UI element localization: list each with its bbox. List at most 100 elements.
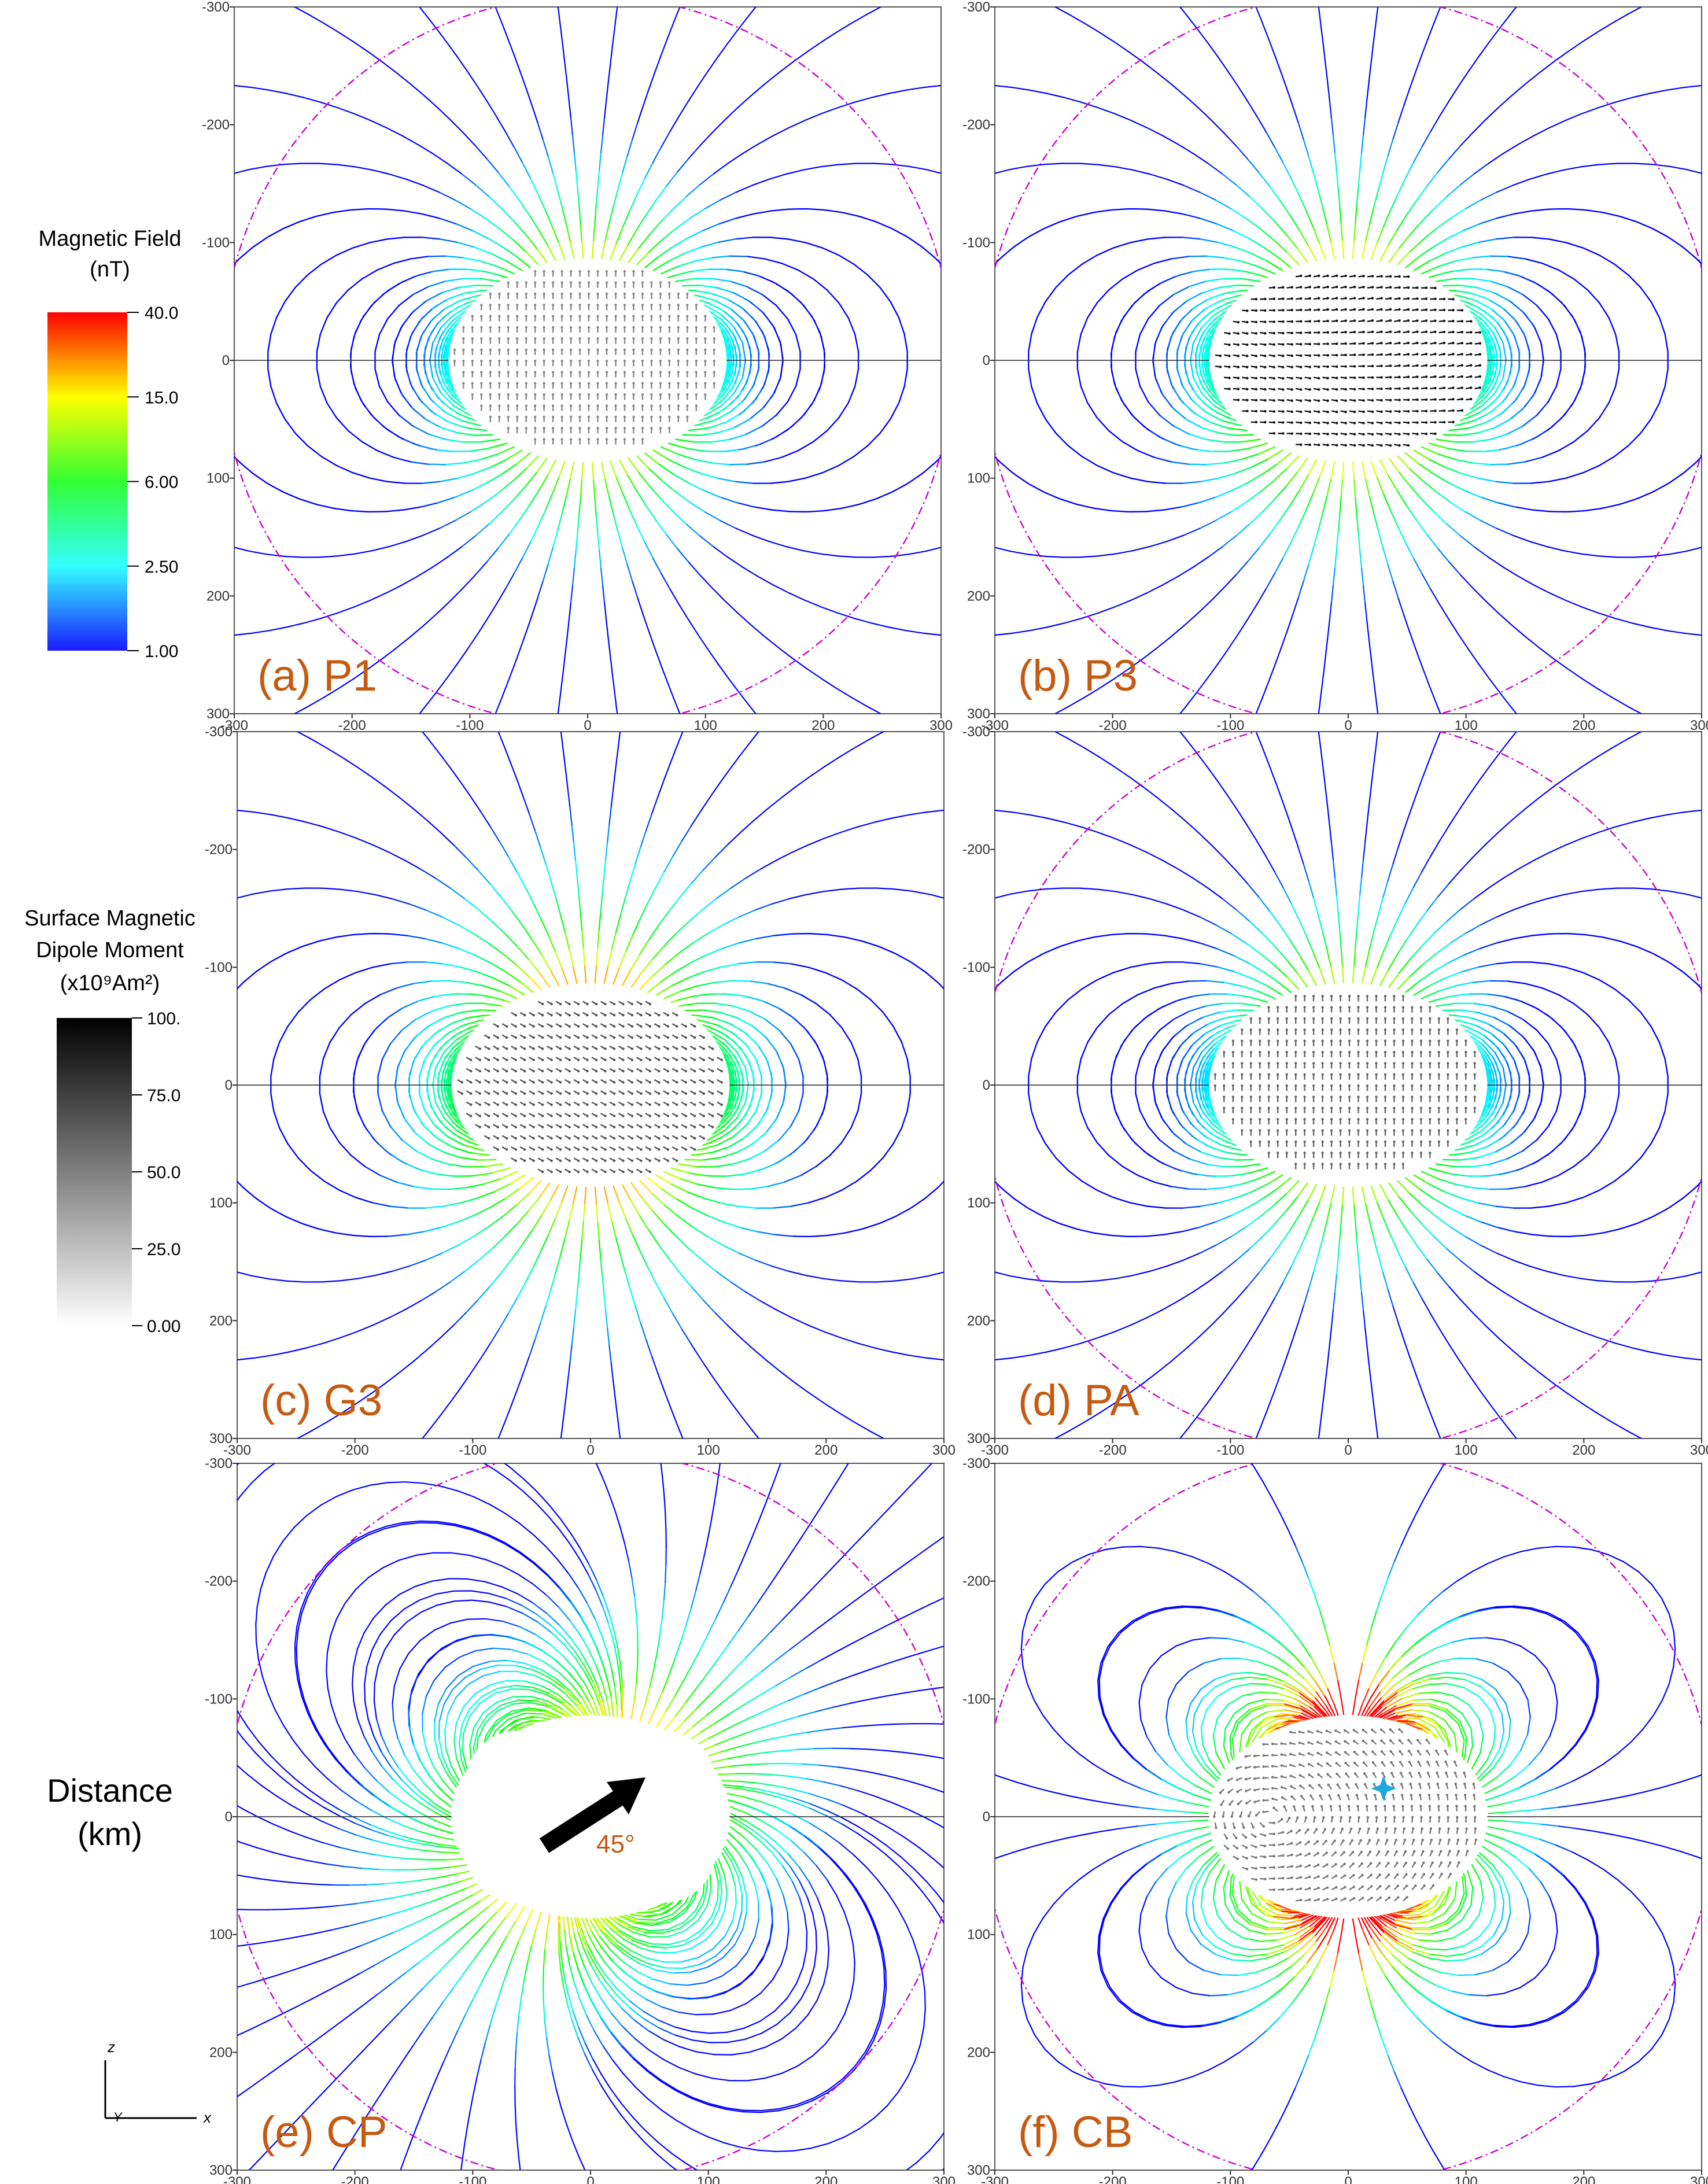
field-line-segment: [615, 708, 618, 714]
field-line-segment: [393, 258, 412, 264]
dipole-vector-head: [1380, 410, 1383, 413]
field-line-segment: [1012, 472, 1028, 484]
field-line-segment: [383, 283, 400, 294]
field-line-segment: [1011, 87, 1030, 91]
dipole-vector-head: [1452, 319, 1455, 323]
field-line-segment: [728, 401, 743, 414]
field-line-segment: [702, 223, 720, 232]
field-line-segment: [562, 46, 566, 65]
dipole-vector-head: [1264, 343, 1267, 346]
field-line-segment: [382, 62, 398, 74]
dipole-vector-head: [1264, 420, 1267, 424]
field-line-segment: [1171, 406, 1186, 419]
field-line-segment: [1167, 370, 1174, 389]
field-line-segment: [888, 626, 908, 632]
field-line-segment: [1216, 431, 1235, 436]
dipole-vector-head: [713, 337, 715, 340]
dipole-vector-head: [659, 292, 662, 296]
field-line-segment: [294, 432, 308, 447]
field-line-segment: [704, 490, 722, 499]
field-line-segment: [854, 368, 859, 387]
field-line-segment: [850, 696, 867, 707]
field-line-segment: [658, 464, 675, 475]
field-line-segment: [629, 510, 639, 527]
dipole-vector-head: [677, 382, 680, 385]
dipole-vector-head: [480, 382, 483, 385]
field-line-segment: [656, 247, 672, 259]
field-line-segment: [728, 364, 735, 383]
field-line-segment: [537, 510, 546, 527]
field-line-segment: [1154, 258, 1172, 264]
dipole-vector-head: [1407, 353, 1410, 356]
field-line-segment: [1084, 687, 1101, 698]
dipole-vector-head: [641, 359, 644, 363]
field-line-segment: [1235, 523, 1250, 537]
dipole-vector-head: [1452, 398, 1455, 401]
field-line-segment: [531, 597, 538, 617]
field-line-segment: [518, 257, 533, 270]
dipole-vector-head: [668, 292, 671, 296]
field-line-segment: [267, 333, 272, 352]
field-line-segment: [1256, 115, 1267, 132]
field-line-segment: [1054, 432, 1069, 447]
dipole-vector-head: [1443, 420, 1446, 424]
dipole-vector-head: [1246, 399, 1249, 401]
dipole-vector-head: [1380, 433, 1383, 436]
field-line-segment: [1192, 377, 1202, 394]
z-tick-label: 100: [206, 471, 230, 486]
field-line-segment: [969, 284, 979, 299]
field-line-segment: [442, 324, 453, 340]
field-line-segment: [1441, 0, 1448, 6]
field-line-segment: [300, 215, 319, 222]
field-line-segment: [1153, 456, 1172, 463]
dipole-vector-head: [1264, 388, 1267, 391]
field-line-segment: [456, 431, 475, 436]
field-line-segment: [250, 630, 270, 634]
field-line-segment: [739, 348, 742, 367]
dipole-vector-head: [1326, 444, 1329, 447]
field-line-segment: [1509, 7, 1518, 16]
field-line-segment: [512, 239, 527, 253]
dipole-vector-head: [1398, 275, 1401, 278]
field-line-segment: [1179, 7, 1187, 16]
dipole-vector-head: [1452, 375, 1455, 378]
field-line-segment: [521, 541, 532, 559]
dipole-vector-head: [650, 371, 653, 374]
field-line-segment: [726, 373, 736, 391]
field-line-segment: [738, 14, 751, 29]
x-tick-label: 100: [694, 718, 717, 733]
dipole-vector-head: [713, 348, 715, 351]
field-line-segment: [717, 663, 729, 679]
field-line-segment: [551, 477, 560, 495]
field-line-segment: [752, 370, 759, 388]
field-line-segment: [1318, 11, 1322, 31]
field-line-segment: [497, 280, 501, 283]
field-line-segment: [1184, 418, 1201, 428]
dipole-vector-head: [614, 359, 617, 363]
field-line-segment: [1355, 204, 1357, 224]
dipole-vector-head: [1246, 355, 1249, 357]
field-line-segment: [1235, 145, 1248, 160]
dipole-vector-head: [1362, 399, 1365, 402]
field-line-segment: [410, 320, 420, 338]
field-line-segment: [1268, 38, 1276, 56]
field-line-segment: [649, 485, 662, 500]
dipole-vector-head: [623, 348, 626, 351]
dipole-vector-head: [650, 337, 653, 340]
field-line-segment: [717, 42, 729, 58]
field-line-segment: [447, 389, 461, 404]
dipole-vector-head: [587, 426, 591, 430]
field-line-segment: [597, 532, 600, 552]
field-line-segment: [614, 690, 618, 710]
dipole-vector-head: [543, 270, 545, 273]
field-line-segment: [773, 375, 782, 393]
field-line-segment: [1026, 554, 1046, 558]
field-line-segment: [879, 418, 892, 434]
field-line-segment: [1182, 237, 1202, 240]
dipole-vector-head: [551, 304, 555, 307]
field-line-segment: [978, 270, 989, 284]
dipole-vector-head: [1228, 388, 1231, 390]
field-line-segment: [1528, 353, 1530, 372]
field-line-segment: [1460, 173, 1475, 186]
field-line-segment: [354, 166, 373, 171]
